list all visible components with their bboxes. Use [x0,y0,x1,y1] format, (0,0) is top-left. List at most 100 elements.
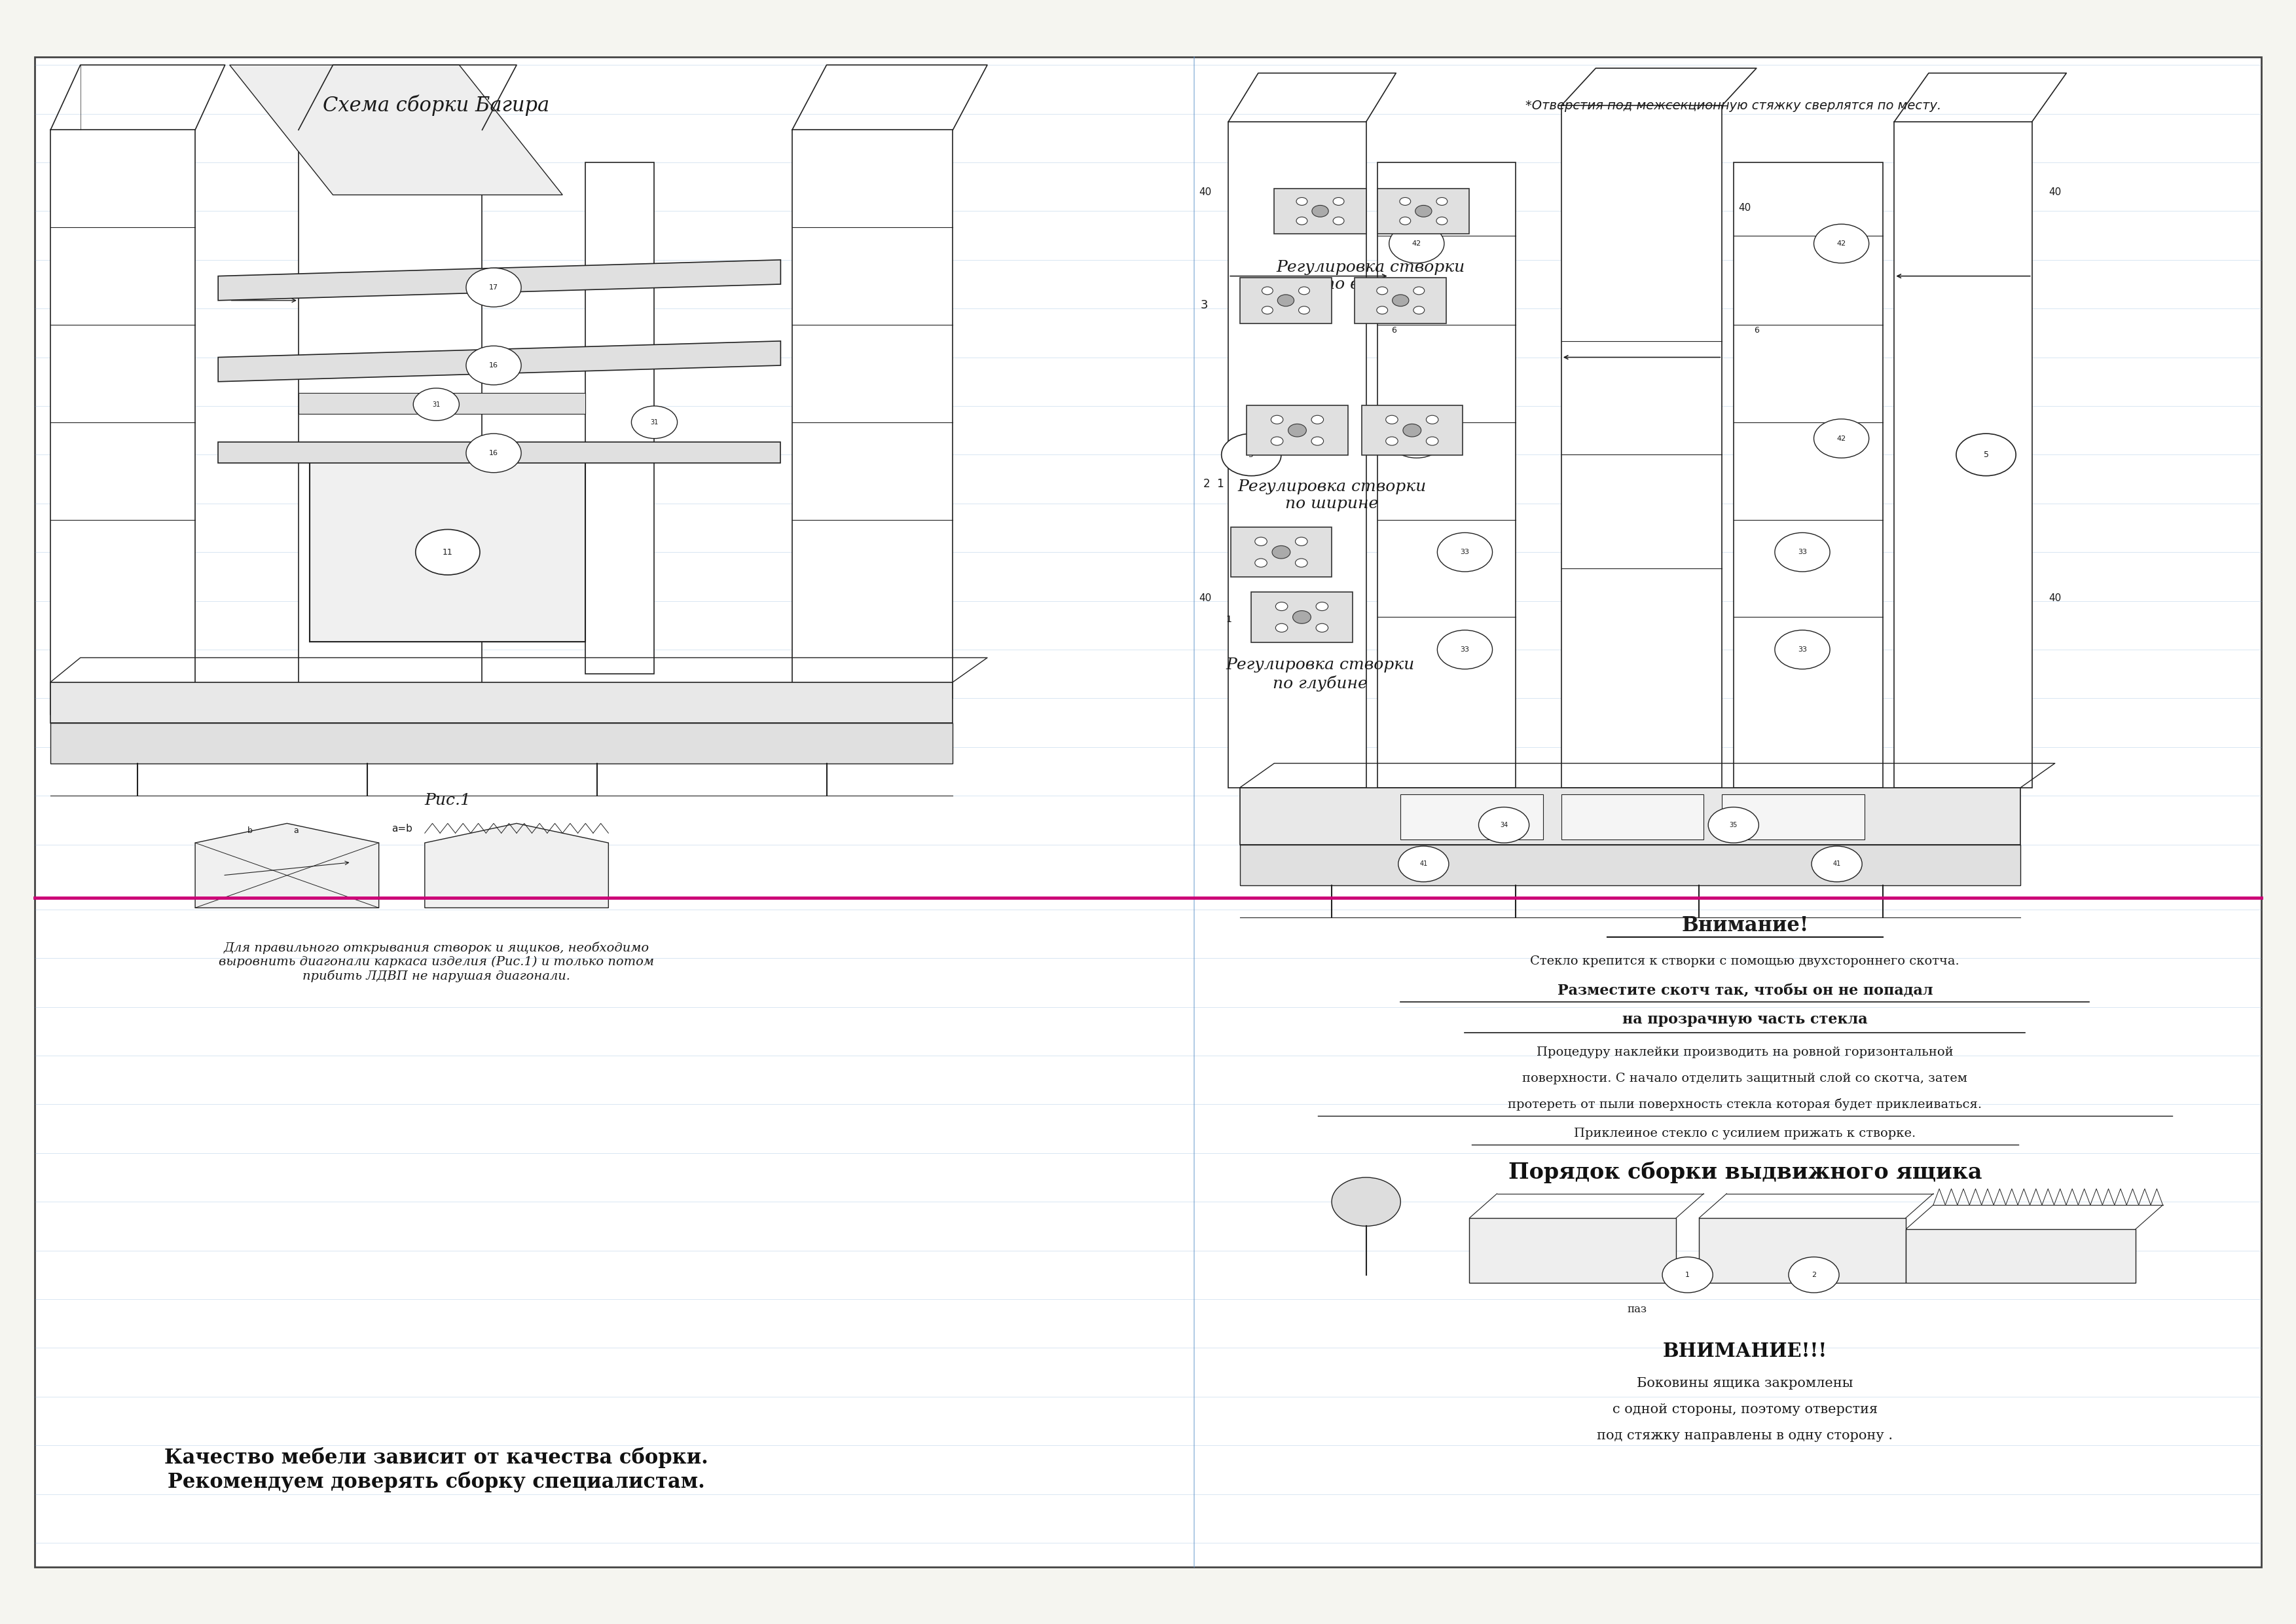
Circle shape [1256,538,1267,546]
Bar [1247,406,1348,455]
Circle shape [1437,218,1446,224]
Polygon shape [298,393,585,414]
Text: 3: 3 [1201,299,1208,312]
Text: 17: 17 [489,284,498,291]
Circle shape [1479,807,1529,843]
Circle shape [1403,424,1421,437]
Circle shape [1272,546,1290,559]
Text: 40: 40 [2048,593,2062,603]
Text: Регулировка створки
по высоте: Регулировка створки по высоте [1277,260,1465,292]
Text: 34: 34 [1499,822,1508,828]
Circle shape [1437,630,1492,669]
Text: на прозрачную часть стекла: на прозрачную часть стекла [1623,1013,1867,1026]
Circle shape [1277,603,1288,611]
Circle shape [1437,533,1492,572]
Circle shape [1414,205,1433,218]
Text: 40: 40 [1199,593,1212,603]
Text: 1: 1 [1685,1272,1690,1278]
Text: a=b: a=b [390,823,413,833]
Circle shape [1414,287,1424,294]
Circle shape [1378,307,1387,313]
Circle shape [1311,416,1322,424]
Circle shape [1334,198,1343,205]
Polygon shape [792,130,953,698]
Text: Рис.1: Рис.1 [425,793,471,809]
Circle shape [631,406,677,438]
Text: 6: 6 [1754,326,1759,335]
Text: Схема сборки Багира: Схема сборки Багира [324,94,549,117]
Bar [1355,278,1446,323]
Text: Разместите скотч так, чтобы он не попадал: Разместите скотч так, чтобы он не попада… [1557,984,1933,997]
Circle shape [1297,198,1306,205]
Text: 33: 33 [1798,549,1807,555]
Text: a: a [294,827,298,835]
Text: под стяжку направлены в одну сторону .: под стяжку направлены в одну сторону . [1598,1429,1892,1442]
Text: Внимание!: Внимание! [1681,916,1809,935]
Bar [1274,188,1366,234]
Text: 2: 2 [1812,1272,1816,1278]
Polygon shape [195,823,379,908]
Circle shape [466,434,521,473]
Circle shape [1708,807,1759,843]
Text: 11: 11 [443,547,452,557]
Bar [1362,406,1463,455]
Bar [1240,278,1332,323]
Text: 40: 40 [1738,203,1752,213]
Polygon shape [218,260,781,300]
Text: 42: 42 [1412,435,1421,442]
Polygon shape [1894,122,2032,788]
Text: ВНИМАНИЕ!!!: ВНИМАНИЕ!!! [1662,1341,1828,1361]
Circle shape [1387,416,1398,424]
Text: Для правильного открывания створок и ящиков, необходимо
выровнить диагонали карк: Для правильного открывания створок и ящи… [218,942,654,983]
Circle shape [1272,437,1283,445]
Circle shape [1297,218,1306,224]
Circle shape [466,346,521,385]
Circle shape [1221,434,1281,476]
Circle shape [1814,419,1869,458]
Text: 16: 16 [489,450,498,456]
Circle shape [1300,307,1309,313]
Text: 31: 31 [650,419,659,425]
Text: протереть от пыли поверхность стекла которая будет приклеиваться.: протереть от пыли поверхность стекла кот… [1508,1098,1981,1111]
Text: 42: 42 [1837,240,1846,247]
Bar [1231,528,1332,577]
Circle shape [1389,224,1444,263]
Text: b: b [248,827,253,835]
Circle shape [1956,434,2016,476]
Text: 6: 6 [1391,326,1396,335]
Bar [1251,593,1352,641]
Circle shape [1401,218,1410,224]
Polygon shape [585,162,654,674]
Circle shape [1256,559,1267,567]
Circle shape [1789,1257,1839,1293]
Circle shape [1295,538,1306,546]
Polygon shape [1906,1229,2135,1283]
Text: Регулировка створки
по глубине: Регулировка створки по глубине [1226,658,1414,692]
Circle shape [1401,198,1410,205]
Circle shape [1263,287,1272,294]
Polygon shape [1240,788,2020,844]
Circle shape [1316,624,1327,632]
Text: 33: 33 [1460,646,1469,653]
Text: с одной стороны, поэтому отверстия: с одной стороны, поэтому отверстия [1612,1403,1878,1416]
Polygon shape [1699,1218,1906,1283]
Circle shape [1391,294,1410,307]
Circle shape [1295,559,1306,567]
Circle shape [1398,846,1449,882]
Text: 33: 33 [1460,549,1469,555]
Text: Регулировка створки
по ширине: Регулировка створки по ширине [1238,479,1426,512]
Circle shape [1263,307,1272,313]
Polygon shape [1240,844,2020,885]
Circle shape [1293,611,1311,624]
Bar [1378,188,1469,234]
Circle shape [1387,437,1398,445]
Polygon shape [51,130,195,715]
Text: 5: 5 [1249,450,1254,460]
Text: Боковины ящика закромлены: Боковины ящика закромлены [1637,1377,1853,1390]
Circle shape [1378,287,1387,294]
Bar [1561,794,1704,840]
Text: 40: 40 [1199,187,1212,197]
Text: *Отверстия под межсекционную стяжку сверлятся по месту.: *Отверстия под межсекционную стяжку свер… [1525,99,1942,112]
Text: 42: 42 [1412,240,1421,247]
Polygon shape [218,341,781,382]
